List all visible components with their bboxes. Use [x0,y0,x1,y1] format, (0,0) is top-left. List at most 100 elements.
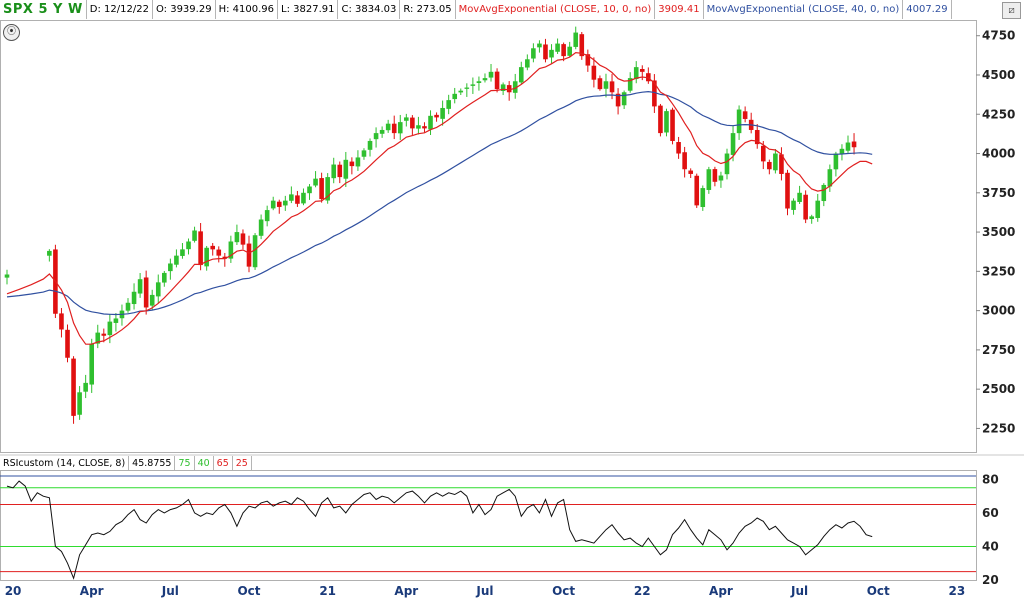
x-tick-label: Apr [709,584,733,598]
x-tick-label: 21 [319,584,336,598]
candle-body [4,274,10,278]
y-tick-label: 4250 [982,107,1015,121]
x-tick-label: Apr [394,584,418,598]
candle-body [476,81,482,83]
candle-body [65,329,70,358]
candle-body [537,43,542,48]
candle-body [567,46,572,56]
rsi-header: RSIcustom (14, CLOSE, 8) 45.8755 75 40 6… [0,456,252,471]
candle-body [59,313,64,330]
candle-body [525,59,530,68]
candle-body [422,126,427,129]
ema-slow-label[interactable]: MovAvgExponential (CLOSE, 40, 0, no) [704,0,904,19]
candle-body [234,232,240,243]
candle-body [77,392,82,415]
candle-body [833,153,839,170]
high-readout: H: 4100.96 [216,0,278,19]
candle-body [518,67,524,83]
candle-body [283,200,288,206]
candle-body [107,321,113,336]
candle-body [500,84,506,91]
candle-body [180,249,185,256]
candle-body [633,67,639,80]
close-readout: C: 3834.03 [338,0,401,19]
ema-fast-label[interactable]: MovAvgExponential (CLOSE, 10, 0, no) [456,0,656,19]
candle-body [706,169,712,190]
candle-body [270,200,276,209]
candle-body [252,235,258,268]
candle-body [797,192,802,202]
candle-body [609,81,615,93]
chart-header: SPX 5 Y W D: 12/12/22 O: 3939.29 H: 4100… [0,0,952,20]
candle-body [754,130,760,145]
zoom-icon[interactable]: ⧄ [1002,2,1021,19]
candle-body [851,141,857,148]
candle-body [404,117,409,121]
candle-body [573,32,579,47]
y-tick-label: 2250 [982,421,1015,435]
candle-body [228,241,234,259]
candle-body [307,186,312,194]
rsi-y-tick-label: 60 [982,506,999,520]
rsi-value: 45.8755 [129,456,176,470]
rsi-label[interactable]: RSIcustom (14, CLOSE, 8) [0,456,130,470]
candle-body [561,44,566,57]
candle-body [688,170,693,174]
candle-body [615,93,621,107]
candle-body [579,34,585,57]
y-tick-label: 4500 [982,68,1015,82]
open-readout: O: 3939.29 [153,0,216,19]
candle-body [555,43,560,52]
candle-body [730,133,736,155]
candle-body [506,85,512,93]
candle-body [162,272,167,283]
candle-body [712,169,718,182]
x-tick-label: Oct [552,584,575,598]
candle-body [349,161,355,167]
rsi-y-tick-label: 80 [982,472,999,486]
candle-body [192,230,197,241]
candle-body [343,159,349,179]
x-tick-label: 23 [949,584,966,598]
rsi-level-40: 40 [195,456,214,470]
ema-fast-value: 3909.41 [655,0,704,19]
candle-body [276,201,282,207]
candle-body [434,114,439,118]
main-frame [0,20,977,453]
candle-body [785,172,790,209]
candle-body [639,68,645,72]
ema-fast-line [6,51,873,345]
x-tick-label: Apr [80,584,104,598]
x-tick-label: Jul [161,584,179,598]
candle-body [682,152,687,170]
symbol-label[interactable]: SPX 5 Y W [0,0,87,19]
candle-body [186,241,191,250]
candle-body [452,93,458,100]
rsi-level-75: 75 [175,456,195,470]
candle-body [815,200,821,218]
rsi-line [6,480,873,580]
candle-body [482,78,488,81]
candle-body [664,111,669,133]
candle-body [736,109,742,134]
candle-body [71,358,76,416]
candle-body [361,150,367,157]
candle-body [373,133,379,140]
candle-body [325,177,330,201]
candle-body [204,247,209,267]
candle-body [531,48,536,59]
candle-body [760,145,766,162]
candle-body [264,210,270,222]
menu-circle-icon[interactable]: ⦿ [3,24,20,41]
candle-body [512,81,518,93]
candle-body [216,249,222,256]
candle-body [767,161,772,170]
candle-body [464,87,470,89]
candle-body [47,250,52,256]
candle-body [83,382,88,392]
candle-body [597,78,603,90]
rsi-level-25: 25 [233,456,252,470]
candle-body [222,256,228,259]
y-tick-label: 4750 [982,29,1015,43]
